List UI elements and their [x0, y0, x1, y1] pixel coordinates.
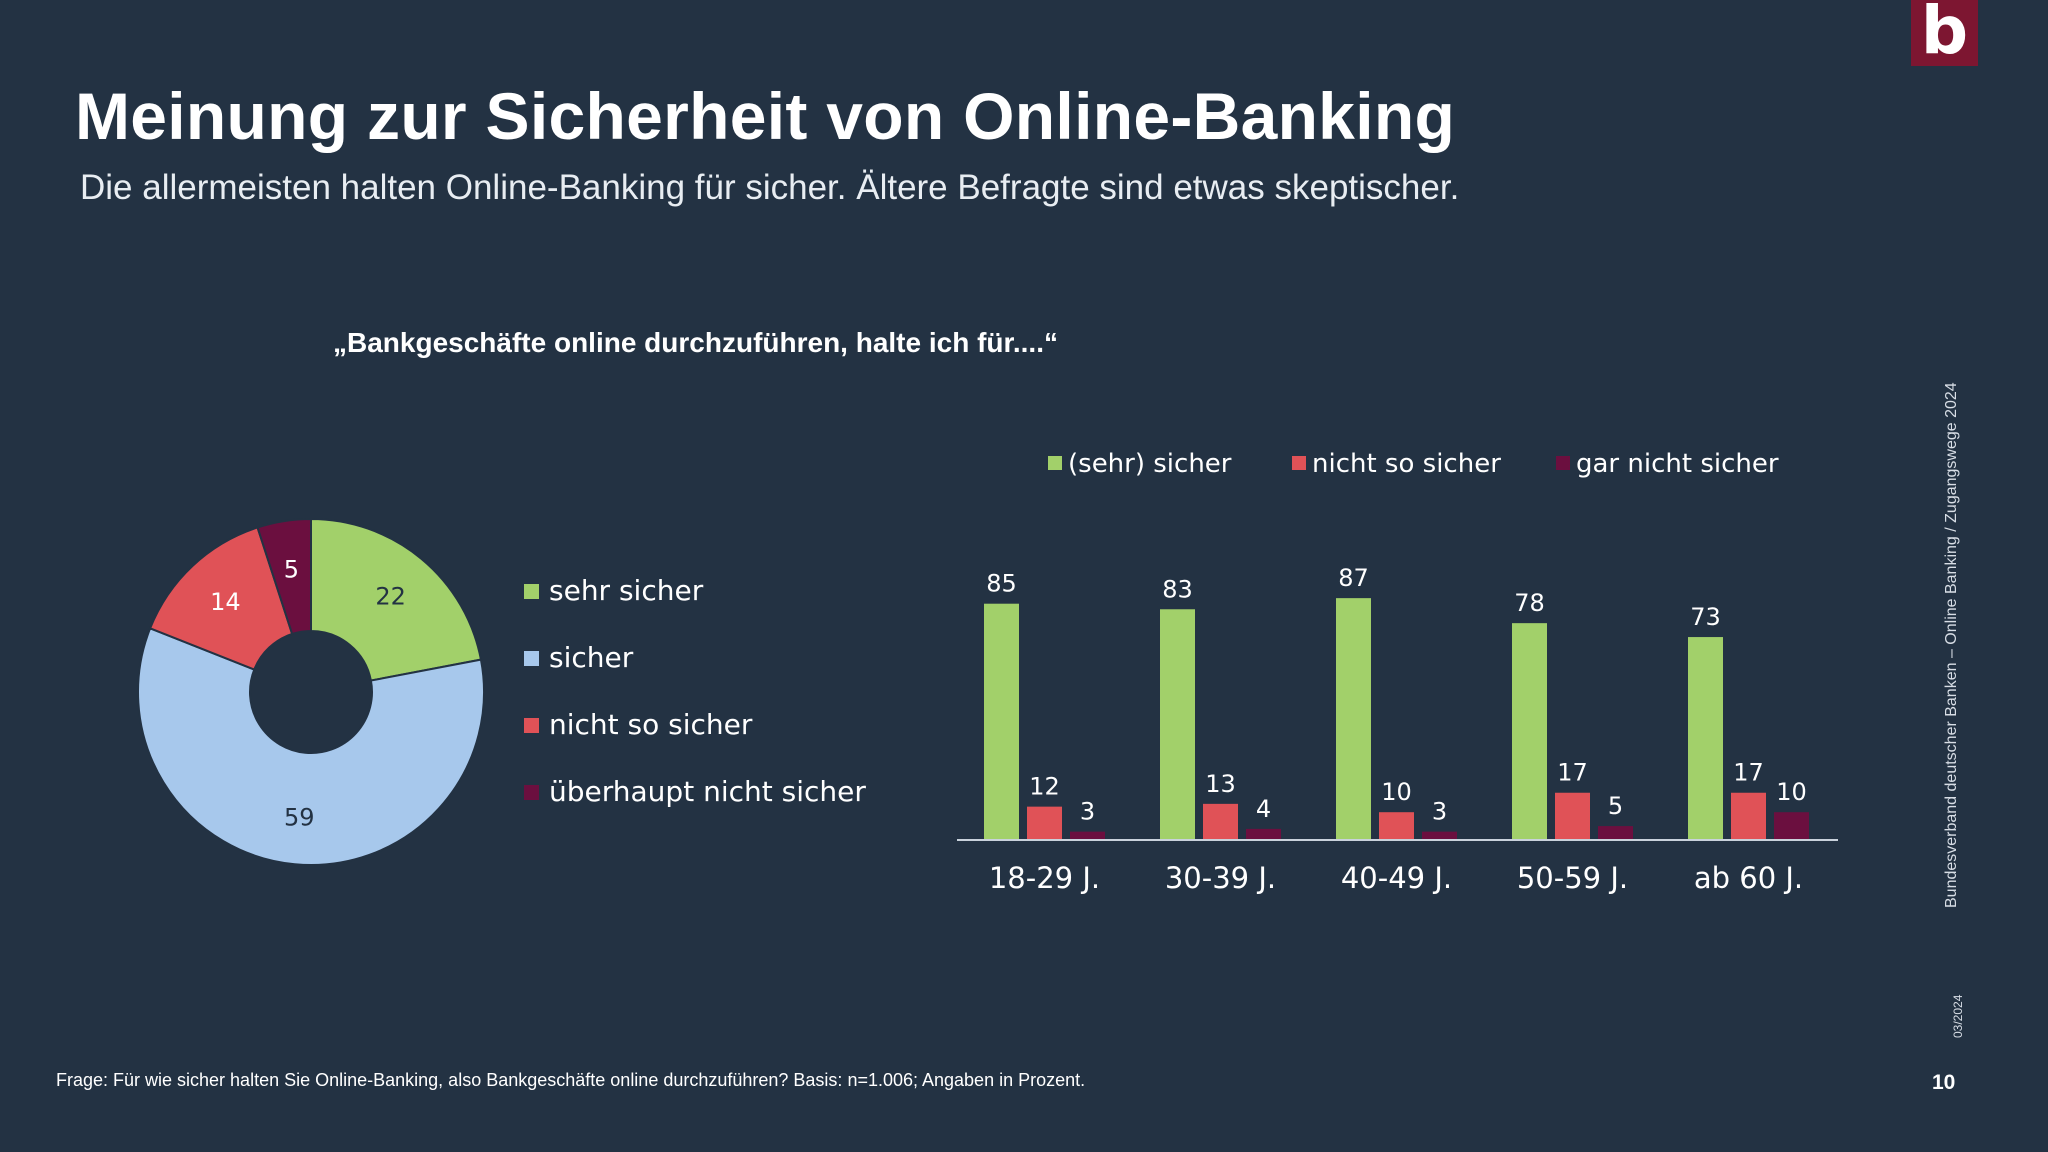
bar-2-0 — [1336, 598, 1371, 840]
page-title: Meinung zur Sicherheit von Online-Bankin… — [75, 79, 1456, 153]
pie-legend-label-3: überhaupt nicht sicher — [549, 775, 866, 808]
bar-2-2 — [1422, 831, 1457, 840]
bar-data-label-2-2: 3 — [1432, 798, 1447, 826]
bar-data-label-4-2: 10 — [1776, 778, 1807, 806]
page-subtitle: Die allermeisten halten Online-Banking f… — [80, 168, 1460, 207]
bar-data-label-1-2: 4 — [1256, 795, 1271, 823]
bar-legend-label-2: gar nicht sicher — [1576, 449, 1779, 479]
bar-legend-swatch-0 — [1048, 456, 1062, 470]
bar-data-label-3-0: 78 — [1514, 589, 1545, 617]
bank-logo: b — [1911, 0, 1978, 66]
bar-0-1 — [1027, 806, 1062, 840]
footnote: Frage: Für wie sicher halten Sie Online-… — [56, 1070, 1086, 1090]
survey-question: „Bankgeschäfte online durchzuführen, hal… — [333, 327, 1058, 358]
bar-data-label-0-0: 85 — [986, 570, 1017, 598]
bar-4-2 — [1774, 812, 1809, 840]
pie-data-label-1: 59 — [284, 803, 315, 831]
bar-1-2 — [1246, 828, 1281, 840]
pie-legend-label-1: sicher — [549, 641, 634, 674]
bar-2-1 — [1379, 812, 1414, 840]
pie-slice-2 — [148, 526, 294, 671]
pie-legend-swatch-0 — [524, 584, 539, 599]
bar-data-label-2-1: 10 — [1381, 778, 1412, 806]
pie-data-label-0: 22 — [375, 583, 406, 611]
bar-legend-swatch-1 — [1292, 456, 1306, 470]
bar-data-label-3-2: 5 — [1608, 792, 1623, 820]
bar-3-2 — [1598, 826, 1633, 840]
date-note: 03/2024 — [1951, 994, 1965, 1038]
pie-legend-swatch-2 — [524, 718, 539, 733]
pie-legend-swatch-1 — [524, 651, 539, 666]
bar-3-1 — [1555, 792, 1590, 840]
bar-category-label-2: 40-49 J. — [1341, 861, 1452, 895]
bar-data-label-2-0: 87 — [1338, 564, 1369, 592]
bar-1-0 — [1160, 609, 1195, 840]
pie-slice-0 — [310, 517, 483, 682]
pie-slice-1 — [137, 627, 485, 866]
bar-3-0 — [1512, 623, 1547, 840]
bar-data-label-1-0: 83 — [1162, 575, 1193, 603]
bar-legend-label-1: nicht so sicher — [1312, 449, 1501, 479]
page-number: 10 — [1932, 1071, 1956, 1094]
bar-category-label-0: 18-29 J. — [989, 861, 1100, 895]
bar-4-0 — [1688, 637, 1723, 840]
bar-legend-swatch-2 — [1556, 456, 1570, 470]
bar-data-label-4-1: 17 — [1733, 759, 1764, 787]
bar-data-label-0-1: 12 — [1029, 773, 1060, 801]
bar-data-label-3-1: 17 — [1557, 759, 1588, 787]
pie-data-label-3: 5 — [284, 556, 299, 584]
pie-legend-label-0: sehr sicher — [549, 574, 704, 607]
bar-data-label-4-0: 73 — [1690, 603, 1721, 631]
bar-0-0 — [984, 603, 1019, 840]
bar-0-2 — [1070, 831, 1105, 840]
bar-data-label-1-1: 13 — [1205, 770, 1236, 798]
pie-legend-swatch-3 — [524, 785, 539, 800]
bar-data-label-0-2: 3 — [1080, 798, 1095, 826]
bar-category-label-4: ab 60 J. — [1694, 861, 1803, 895]
pie-legend-label-2: nicht so sicher — [549, 708, 753, 741]
bar-category-label-1: 30-39 J. — [1165, 861, 1276, 895]
pie-slice-3 — [256, 517, 312, 636]
bar-legend-label-0: (sehr) sicher — [1068, 449, 1232, 479]
bar-category-label-3: 50-59 J. — [1517, 861, 1628, 895]
bar-4-1 — [1731, 792, 1766, 840]
bar-1-1 — [1203, 803, 1238, 840]
source-note: Bundesverband deutscher Banken – Online … — [1943, 382, 1960, 908]
pie-data-label-2: 14 — [210, 588, 241, 616]
